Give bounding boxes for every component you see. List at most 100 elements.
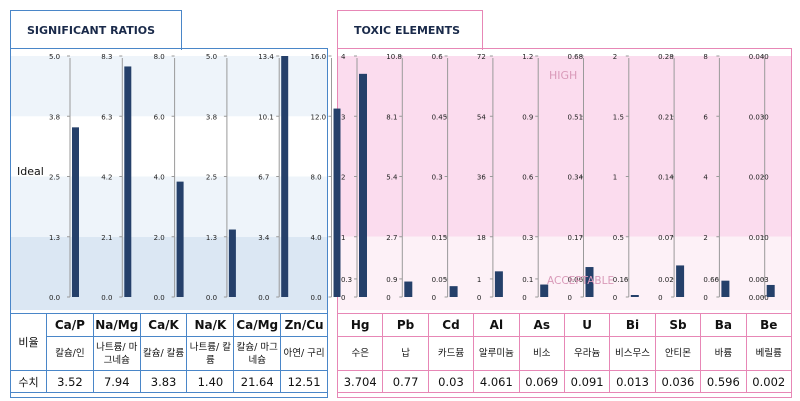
toxic-tick-label: 0 [341,294,345,302]
ratio-tick-label: 6.7 [258,174,269,182]
significant-ratios-panel [10,48,328,398]
element-value-cell: 0.013 [609,370,656,393]
toxic-bar [721,280,730,297]
ratio-tick-label: 12.0 [311,113,327,121]
toxic-tick-label: 0.45 [432,113,448,121]
ratio-bar [72,127,79,297]
toxic-tick-label: 0.1 [522,276,533,284]
ratio-tick-label: 8.0 [154,53,165,61]
toxic-plot: 0 0.3 1 2 3 4 0 0.9 2.7 5.4 8.1 10.8 0 0.05 0.15 0.3 0.4… [341,53,775,302]
element-value-cell: 3.704 [336,370,384,393]
ratios-band-background [11,56,327,310]
toxic-tick-label: 0 [432,294,436,302]
toxic-tick-label: 0.21 [658,113,674,121]
toxic-tick-label: 0.6 [522,174,534,182]
toxic-tick-label: 2 [341,174,345,182]
toxic-tick-label: 0.9 [522,113,533,121]
toxic-tick-label: 1.5 [613,113,624,121]
ratio-tick-label: 5.0 [49,53,60,61]
toxic-tick-label: 2 [613,53,617,61]
ratio-tick-label: 2.5 [206,174,217,182]
element-value-cell: 0.002 [745,370,793,393]
ratio-tick-label: 13.4 [258,53,274,61]
toxic-tick-label: 0.16 [613,276,629,284]
element-value-cell: 0.036 [654,370,702,393]
ratio-name-cell: Na/K [186,313,235,337]
ratio-bar [333,108,341,298]
ratio-value-cell: 7.94 [92,370,141,393]
ratios-band [11,176,327,237]
element-korean-cell: 베릴륨 [745,336,793,371]
toxic-tick-label: 0.15 [432,234,448,242]
toxic-tick-label: 18 [477,234,486,242]
significant-ratios-tab[interactable]: SIGNIFICANT RATIOS [10,10,182,50]
toxic-bar [676,265,685,297]
ratio-bar [281,56,289,297]
toxic-elements-tab[interactable]: TOXIC ELEMENTS [337,10,483,50]
toxic-bar [449,286,458,297]
ratio-name-cell: Ca/Mg [233,313,282,337]
element-korean-cell: 알루미늄 [473,336,520,371]
toxic-tick-label: 1 [477,276,481,284]
toxic-tick-label: 0.17 [568,234,584,242]
ratio-name-cell: Zn/Cu [280,313,328,337]
ratio-tick-label: 0.0 [49,294,60,302]
toxic-band-background [338,56,791,310]
element-value-cell: 0.03 [427,370,475,393]
element-symbol-cell: Cd [427,313,475,337]
ratio-tick-label: 16.0 [311,53,327,61]
element-korean-cell: 납 [382,336,429,371]
ratio-tick-label: 2.1 [101,234,112,242]
acceptable-zone-label: ACCEPTABLE [547,275,614,287]
toxic-tick-label: 2 [703,234,707,242]
ratios-band [11,297,327,310]
toxic-tick-label: 0.003 [749,276,769,284]
ratio-tick-label: 1.3 [49,234,60,242]
toxic-tick-label: 0.020 [749,174,769,182]
element-value-cell: 0.77 [382,370,429,393]
element-korean-cell: 안티몬 [654,336,702,371]
ratio-korean-cell: 아연/ 구리 [280,336,328,371]
ratio-tick-label: 2.0 [154,234,165,242]
toxic-bar [359,73,367,297]
toxic-tick-label: 0.06 [568,276,584,284]
ratio-bar [176,181,184,297]
toxic-tick-label: 0.68 [568,53,584,61]
toxic-tick-label: 1.2 [522,53,533,61]
toxic-table: Hg Pb Cd Al As U Bi Sb Ba Be 수은 납 카드뮴 알루… [336,313,793,393]
ratio-tick-label: 4.0 [311,234,322,242]
toxic-tick-label: 5.4 [386,174,398,182]
ratio-korean-cell: 칼슘/ 마그네슘 [233,336,282,371]
toxic-tick-label: 0.05 [432,276,448,284]
ratio-value-cell: 3.52 [46,370,94,393]
toxic-tick-label: 4 [703,174,708,182]
toxic-tick-label: 0.9 [386,276,397,284]
ratios-band [11,236,327,297]
ratio-tick-label: 4.0 [154,174,165,182]
toxic-bar [585,267,594,297]
high-zone-label: HIGH [549,69,577,82]
toxic-tick-label: 0.6 [432,53,444,61]
ratio-tick-label: 3.8 [206,113,217,121]
ratio-tick-label: 0.0 [101,294,112,302]
element-symbol-cell: U [563,313,611,337]
toxic-tick-label: 8.1 [386,113,397,121]
element-symbol-cell: Sb [654,313,702,337]
toxic-tick-label: 0 [386,294,390,302]
ratios-band [11,116,327,177]
ratios-band [11,56,327,117]
toxic-tick-label: 0.3 [522,234,533,242]
ratio-tick-label: 0.0 [154,294,165,302]
ratio-korean-cell: 칼슘/인 [46,336,94,371]
element-symbol-cell: Al [473,313,520,337]
toxic-high-band [338,56,791,237]
element-value-cell: 0.069 [518,370,565,393]
ratio-korean-cell: 나트륨/ 칼륨 [186,336,235,371]
ratio-korean-cell: 나트륨/ 마그네슘 [92,336,141,371]
element-korean-cell: 수은 [336,336,384,371]
toxic-tick-label: 0.5 [613,234,624,242]
toxic-tick-label: 10.8 [386,53,402,61]
ratio-value-cell: 3.83 [139,370,188,393]
element-value-cell: 0.091 [563,370,611,393]
element-symbol-cell: Bi [609,313,656,337]
